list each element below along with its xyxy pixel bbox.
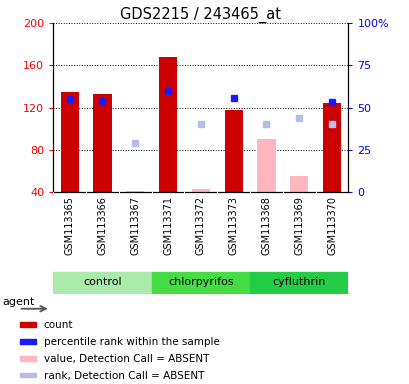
Text: control: control: [83, 277, 121, 287]
Text: rank, Detection Call = ABSENT: rank, Detection Call = ABSENT: [43, 371, 204, 381]
Text: GSM113366: GSM113366: [97, 196, 107, 255]
Bar: [159, 57, 177, 192]
Bar: [191, 189, 209, 192]
Text: count: count: [43, 320, 73, 330]
Bar: [151, 272, 249, 293]
Text: cyfluthrin: cyfluthrin: [272, 277, 325, 287]
Text: GSM113373: GSM113373: [228, 196, 238, 255]
Text: percentile rank within the sample: percentile rank within the sample: [43, 337, 219, 347]
Bar: [257, 139, 275, 192]
Text: GSM113372: GSM113372: [196, 196, 205, 255]
Bar: [20, 356, 36, 361]
Bar: [61, 92, 79, 192]
Text: agent: agent: [3, 297, 35, 307]
Text: GSM113368: GSM113368: [261, 196, 271, 255]
Text: GSM113367: GSM113367: [130, 196, 140, 255]
Text: value, Detection Call = ABSENT: value, Detection Call = ABSENT: [43, 354, 209, 364]
Bar: [249, 272, 348, 293]
Text: GSM113365: GSM113365: [65, 196, 74, 255]
Bar: [290, 176, 308, 192]
Bar: [20, 373, 36, 377]
Bar: [322, 103, 340, 192]
Bar: [224, 110, 242, 192]
Bar: [53, 272, 151, 293]
Text: GSM113370: GSM113370: [326, 196, 336, 255]
Bar: [93, 94, 111, 192]
Title: GDS2215 / 243465_at: GDS2215 / 243465_at: [120, 7, 281, 23]
Text: GSM113371: GSM113371: [163, 196, 173, 255]
Bar: [20, 323, 36, 327]
Text: chlorpyrifos: chlorpyrifos: [168, 277, 233, 287]
Bar: [20, 339, 36, 344]
Text: GSM113369: GSM113369: [294, 196, 303, 255]
Bar: [126, 191, 144, 192]
